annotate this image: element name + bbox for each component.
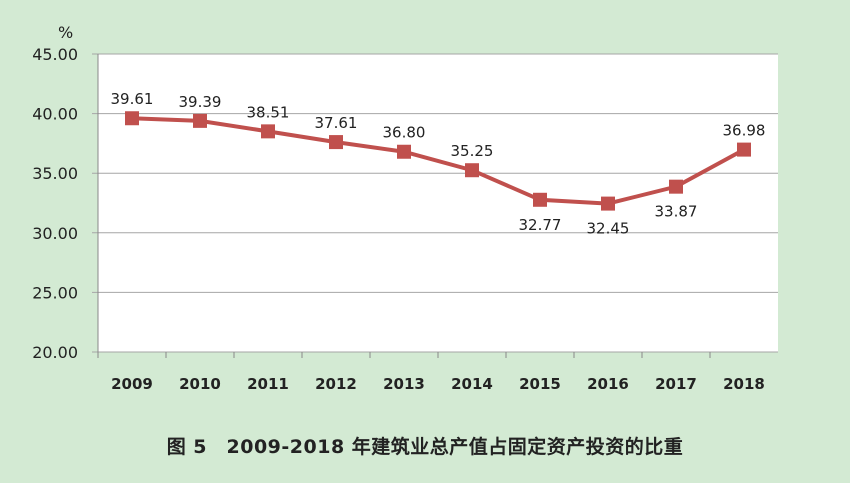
data-label: 33.87	[655, 203, 698, 221]
data-point	[465, 163, 479, 178]
data-label: 35.25	[451, 142, 494, 160]
y-tick-label: 35.00	[32, 164, 78, 183]
x-tick-label: 2015	[519, 375, 561, 393]
data-point	[397, 144, 411, 159]
series-line	[131, 116, 745, 206]
x-tick-label: 2011	[247, 375, 289, 393]
y-tick-label: 20.00	[32, 343, 78, 362]
data-point	[601, 196, 615, 211]
data-label: 38.51	[247, 103, 290, 121]
x-tick-label: 2016	[587, 375, 629, 393]
data-point	[125, 111, 139, 126]
y-tick-label: 30.00	[32, 224, 78, 243]
data-point	[193, 113, 207, 128]
data-point	[261, 124, 275, 139]
x-tick-label: 2018	[723, 375, 765, 393]
x-tick-label: 2014	[451, 375, 493, 393]
x-tick-label: 2009	[111, 375, 153, 393]
data-point	[669, 179, 683, 194]
data-label: 39.39	[179, 93, 222, 111]
data-label: 36.98	[723, 122, 766, 140]
plot-area	[98, 54, 778, 352]
data-label: 36.80	[383, 124, 426, 142]
data-point	[329, 135, 343, 150]
y-tick-label: 45.00	[32, 45, 78, 64]
x-tick-label: 2017	[655, 375, 697, 393]
x-tick-label: 2013	[383, 375, 425, 393]
data-label: 39.61	[111, 90, 154, 108]
data-label: 32.45	[587, 220, 630, 238]
data-point	[737, 142, 751, 157]
x-tick-label: 2010	[179, 375, 221, 393]
data-point	[533, 192, 547, 207]
data-label: 32.77	[519, 216, 562, 234]
y-axis-label: %	[58, 23, 73, 42]
y-tick-label: 40.00	[32, 105, 78, 124]
chart-title: 图 5 2009-2018 年建筑业总产值占固定资产投资的比重	[166, 436, 684, 458]
x-tick-label: 2012	[315, 375, 357, 393]
data-label: 37.61	[315, 114, 358, 132]
y-tick-label: 25.00	[32, 283, 78, 302]
